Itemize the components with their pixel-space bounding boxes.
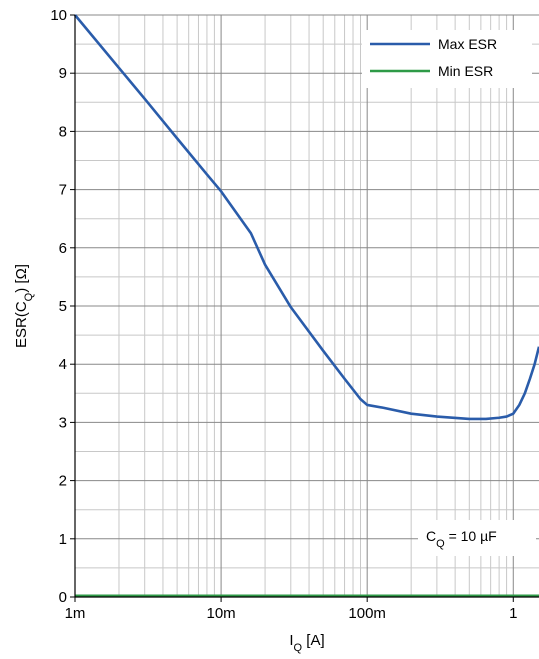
y-tick-label: 5 (59, 298, 67, 315)
x-tick-label: 1m (65, 605, 86, 622)
y-tick-label: 6 (59, 240, 67, 257)
x-axis-title-subscript: Q (294, 642, 303, 654)
annotation-main: C (426, 528, 436, 544)
y-tick-label: 4 (59, 356, 67, 373)
y-tick-label: 7 (59, 182, 67, 199)
y-tick-label: 0 (59, 589, 67, 606)
y-axis-title-subscript: Q (23, 292, 35, 301)
legend-label: Min ESR (438, 63, 493, 79)
x-axis-title-unit: [A] (302, 632, 325, 649)
y-axis-title-unit: ) [Ω] (13, 264, 30, 293)
annotation-value: = 10 µF (445, 528, 497, 544)
y-tick-label: 3 (59, 414, 67, 431)
series-line-max-esr (73, 14, 539, 421)
annotation-subscript: Q (436, 538, 445, 550)
y-tick-label: 8 (59, 123, 67, 140)
annotation-text: CQ = 10 µF (426, 528, 497, 550)
x-tick-label: 10m (206, 605, 235, 622)
annotation: CQ = 10 µF (418, 520, 536, 556)
x-axis-title-main: I (289, 632, 293, 649)
x-tick-label: 100m (348, 605, 386, 622)
grid (74, 14, 539, 598)
y-tick-label: 9 (59, 65, 67, 82)
y-tick-label: 10 (50, 7, 67, 24)
x-tick-label: 1 (509, 605, 517, 622)
legend-box (362, 30, 532, 88)
annotation-box (418, 520, 536, 556)
y-tick-label: 1 (59, 531, 67, 548)
y-tick-label: 2 (59, 473, 67, 490)
legend-label: Max ESR (438, 36, 497, 52)
y-axis-title-main: ESR(C (13, 301, 30, 348)
y-axis-title: ESR(CQ) [Ω] (13, 264, 35, 348)
legend: Max ESR Min ESR (362, 30, 532, 88)
x-axis-title: IQ [A] (289, 632, 324, 654)
